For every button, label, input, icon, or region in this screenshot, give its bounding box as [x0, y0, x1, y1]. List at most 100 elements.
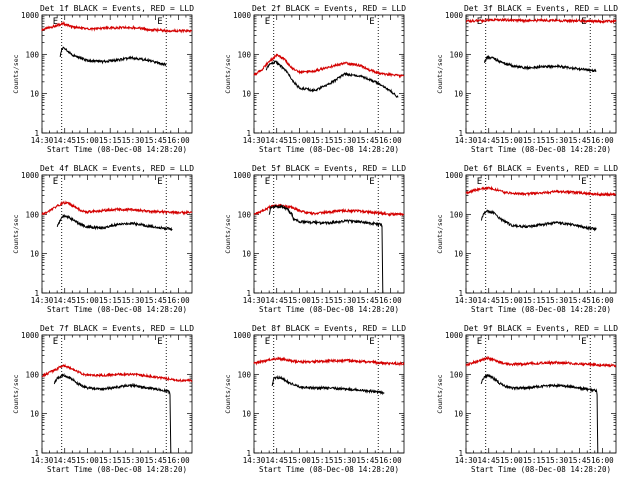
x-tick-label: 15:45 — [356, 136, 379, 145]
plot-frame — [41, 14, 193, 134]
y-tick-label: 100 — [25, 370, 39, 379]
x-tick-label: 15:15 — [311, 136, 334, 145]
x-tick-label: 16:00 — [379, 136, 402, 145]
lld-series-line — [41, 20, 193, 34]
panel-title: Det 7f BLACK = Events, RED = LLD — [40, 324, 194, 333]
panel-title: Det 1f BLACK = Events, RED = LLD — [40, 4, 194, 13]
x-tick-label: 16:00 — [591, 456, 614, 465]
detector-panel-7: Det 7f BLACK = Events, RED = LLD 1 10 100 10… — [12, 324, 194, 474]
detector-panel-5: Det 5f BLACK = Events, RED = LLD 1 10 100 10… — [224, 164, 406, 314]
plot-frame — [465, 174, 617, 294]
x-axis-label: Start Time (08-Dec-08 14:28:20) — [471, 465, 611, 474]
y-tick-label: 1000 — [445, 331, 464, 340]
x-tick-label: 15:45 — [568, 136, 591, 145]
y-tick-label: 10 — [30, 250, 40, 259]
y-tick-label: 100 — [449, 210, 463, 219]
y-tick-label: 10 — [242, 410, 252, 419]
detector-panel-3: Det 3f BLACK = Events, RED = LLD 1 10 100 10… — [436, 4, 618, 154]
events-series-line — [480, 373, 599, 454]
events-series-line — [271, 374, 385, 396]
lld-series-line — [253, 356, 405, 367]
x-tick-label: 14:45 — [53, 136, 76, 145]
x-tick-label: 15:45 — [144, 136, 167, 145]
x-tick-label: 15:45 — [568, 456, 591, 465]
y-axis-label: Counts/sec — [436, 54, 444, 93]
marker-label-e: E — [581, 337, 586, 347]
x-axis-label: Start Time (08-Dec-08 14:28:20) — [259, 465, 399, 474]
detector-panel-2: Det 2f BLACK = Events, RED = LLD 1 10 100 10… — [224, 4, 406, 154]
x-tick-label: 14:45 — [265, 296, 288, 305]
marker-label-e: E — [157, 337, 162, 347]
events-series-line — [483, 54, 597, 73]
y-tick-label: 1000 — [233, 171, 252, 180]
x-tick-label: 14:30 — [455, 136, 478, 145]
y-tick-label: 10 — [30, 90, 40, 99]
y-axis-label: Counts/sec — [436, 214, 444, 253]
x-tick-label: 15:00 — [76, 136, 99, 145]
marker-label-e: E — [477, 337, 482, 347]
y-tick-label: 1 — [34, 129, 39, 138]
lld-series-line — [253, 53, 405, 79]
marker-label-e: E — [369, 177, 374, 187]
x-tick-label: 15:15 — [523, 296, 546, 305]
panel-title: Det 6f BLACK = Events, RED = LLD — [464, 164, 618, 173]
y-tick-label: 1000 — [21, 171, 40, 180]
marker-label-e: E — [265, 337, 270, 347]
x-tick-label: 15:15 — [99, 136, 122, 145]
y-tick-label: 1000 — [445, 11, 464, 20]
lld-series-line — [41, 363, 193, 383]
y-tick-label: 10 — [30, 410, 40, 419]
y-tick-label: 1000 — [21, 331, 40, 340]
y-tick-label: 1 — [34, 449, 39, 458]
y-axis-label: Counts/sec — [436, 374, 444, 413]
x-tick-label: 14:30 — [243, 456, 266, 465]
events-series-line — [481, 209, 597, 232]
y-axis-label: Counts/sec — [224, 214, 232, 253]
x-tick-label: 15:45 — [568, 296, 591, 305]
y-tick-label: 10 — [242, 90, 252, 99]
x-tick-label: 14:45 — [53, 456, 76, 465]
x-tick-label: 14:30 — [243, 136, 266, 145]
y-tick-label: 1000 — [445, 171, 464, 180]
x-tick-label: 15:00 — [288, 456, 311, 465]
x-tick-label: 14:45 — [477, 136, 500, 145]
marker-label-e: E — [477, 177, 482, 187]
events-series-line — [53, 373, 172, 454]
x-tick-label: 16:00 — [591, 296, 614, 305]
y-tick-label: 1000 — [21, 11, 40, 20]
x-tick-label: 14:30 — [243, 296, 266, 305]
panel-title: Det 2f BLACK = Events, RED = LLD — [252, 4, 406, 13]
detector-panel-9: Det 9f BLACK = Events, RED = LLD 1 10 100 10… — [436, 324, 618, 474]
x-axis-label: Start Time (08-Dec-08 14:28:20) — [47, 465, 187, 474]
lld-series-line — [253, 203, 405, 217]
x-axis-label: Start Time (08-Dec-08 14:28:20) — [259, 145, 399, 154]
x-tick-label: 14:30 — [455, 456, 478, 465]
y-tick-label: 100 — [449, 370, 463, 379]
y-tick-label: 1 — [246, 129, 251, 138]
lld-series-line — [41, 200, 193, 216]
x-tick-label: 16:00 — [167, 136, 190, 145]
x-axis-label: Start Time (08-Dec-08 14:28:20) — [259, 305, 399, 314]
y-tick-label: 100 — [25, 210, 39, 219]
events-series-line — [56, 213, 173, 232]
plot-frame — [465, 14, 617, 134]
x-tick-label: 15:30 — [122, 456, 145, 465]
plot-frame — [253, 174, 405, 294]
x-axis-label: Start Time (08-Dec-08 14:28:20) — [47, 305, 187, 314]
panel-title: Det 4f BLACK = Events, RED = LLD — [40, 164, 194, 173]
x-tick-label: 15:15 — [523, 136, 546, 145]
y-tick-label: 10 — [454, 90, 464, 99]
x-tick-label: 15:30 — [334, 456, 357, 465]
detector-panel-8: Det 8f BLACK = Events, RED = LLD 1 10 100 10… — [224, 324, 406, 474]
y-tick-label: 1 — [246, 289, 251, 298]
y-axis-label: Counts/sec — [224, 54, 232, 93]
events-series-line — [59, 46, 167, 67]
marker-label-e: E — [477, 17, 482, 27]
x-tick-label: 15:30 — [122, 296, 145, 305]
x-tick-label: 14:45 — [477, 456, 500, 465]
x-tick-label: 15:00 — [288, 296, 311, 305]
x-axis-label: Start Time (08-Dec-08 14:28:20) — [471, 145, 611, 154]
y-tick-label: 1 — [458, 129, 463, 138]
marker-label-e: E — [157, 17, 162, 27]
x-tick-label: 15:15 — [311, 456, 334, 465]
